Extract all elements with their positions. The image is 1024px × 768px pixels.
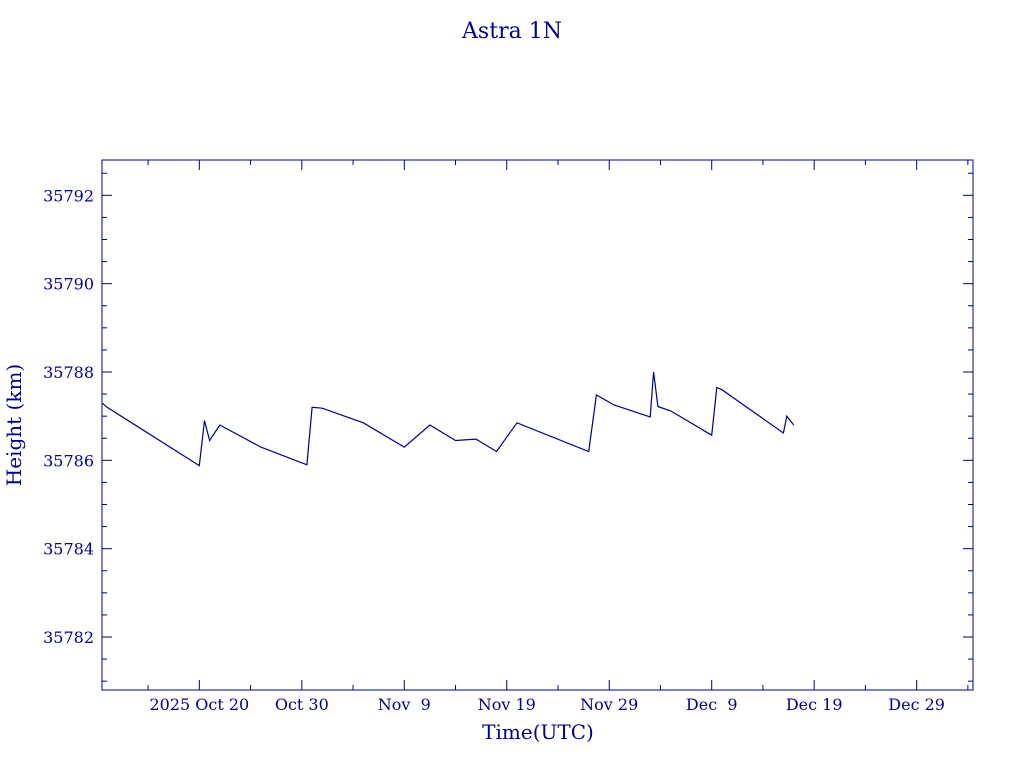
- series-line: [101, 371, 795, 467]
- y-tick-label: 35790: [43, 275, 94, 294]
- y-tick-label: 35782: [43, 628, 94, 647]
- x-tick-label: Nov 9: [378, 695, 431, 714]
- y-tick-label: 35792: [43, 186, 94, 205]
- x-tick-label: Nov 19: [478, 695, 536, 714]
- y-tick-label: 35788: [43, 363, 94, 382]
- x-tick-label: Dec 9: [686, 695, 738, 714]
- chart-title: Astra 1N: [461, 19, 562, 44]
- x-tick-label: Nov 29: [580, 695, 638, 714]
- x-tick-label: Oct 30: [275, 695, 329, 714]
- x-tick-label: Dec 29: [888, 695, 945, 714]
- y-tick-label: 35786: [43, 451, 94, 470]
- y-tick-label: 35784: [43, 540, 94, 559]
- x-tick-label: 2025 Oct 20: [149, 695, 249, 714]
- x-axis-label: Time(UTC): [482, 720, 594, 744]
- axis-ticks: [102, 160, 973, 690]
- x-tick-label: Dec 19: [786, 695, 843, 714]
- axis-tick-labels: 35782 35784 35786 35788 35790 35792 2025 Oct 2…: [43, 186, 945, 714]
- y-axis-label: Height (km): [2, 364, 26, 486]
- plot-frame: [101, 159, 974, 691]
